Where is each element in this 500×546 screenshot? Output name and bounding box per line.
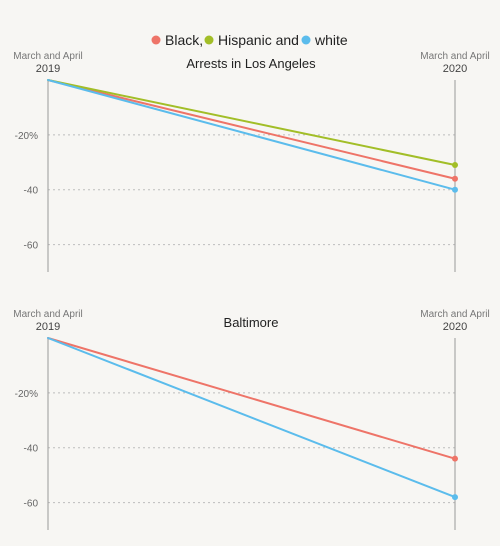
- series-end-point: [452, 162, 458, 169]
- series-line: [47, 337, 456, 499]
- chart-title: Arrests in Los Angeles: [186, 56, 316, 71]
- legend: Black, Hispanic and white: [151, 32, 348, 48]
- y-tick-label: -20%: [15, 131, 38, 142]
- x-tick-label: 2020: [443, 321, 467, 333]
- chart-title: Baltimore: [224, 315, 279, 330]
- y-tick-label: -40: [24, 444, 39, 455]
- y-tick-label: -60: [24, 499, 39, 510]
- legend-label-hispanic: Hispanic and: [218, 32, 299, 48]
- series-end-point: [452, 494, 458, 501]
- series-line: [47, 79, 456, 180]
- x-period-label: March and April: [13, 309, 82, 320]
- series-line: [47, 337, 456, 460]
- series-end-point: [452, 455, 458, 462]
- x-period-label: March and April: [420, 51, 489, 62]
- x-tick-label: 2019: [36, 63, 60, 75]
- legend-label-black: Black,: [165, 32, 203, 48]
- legend-marker-black: [151, 35, 161, 45]
- x-period-label: March and April: [420, 309, 489, 320]
- y-tick-label: -60: [24, 241, 39, 252]
- legend-label-white: white: [314, 32, 348, 48]
- legend-marker-hispanic: [204, 35, 214, 45]
- series-end-point: [452, 186, 458, 193]
- x-tick-label: 2020: [443, 63, 467, 75]
- legend-marker-white: [301, 35, 311, 45]
- y-tick-label: -40: [24, 186, 39, 197]
- x-tick-label: 2019: [36, 321, 60, 333]
- series-line: [47, 79, 456, 167]
- series-line: [47, 79, 456, 191]
- y-tick-label: -20%: [15, 389, 38, 400]
- series-end-point: [452, 175, 458, 182]
- x-period-label: March and April: [13, 51, 82, 62]
